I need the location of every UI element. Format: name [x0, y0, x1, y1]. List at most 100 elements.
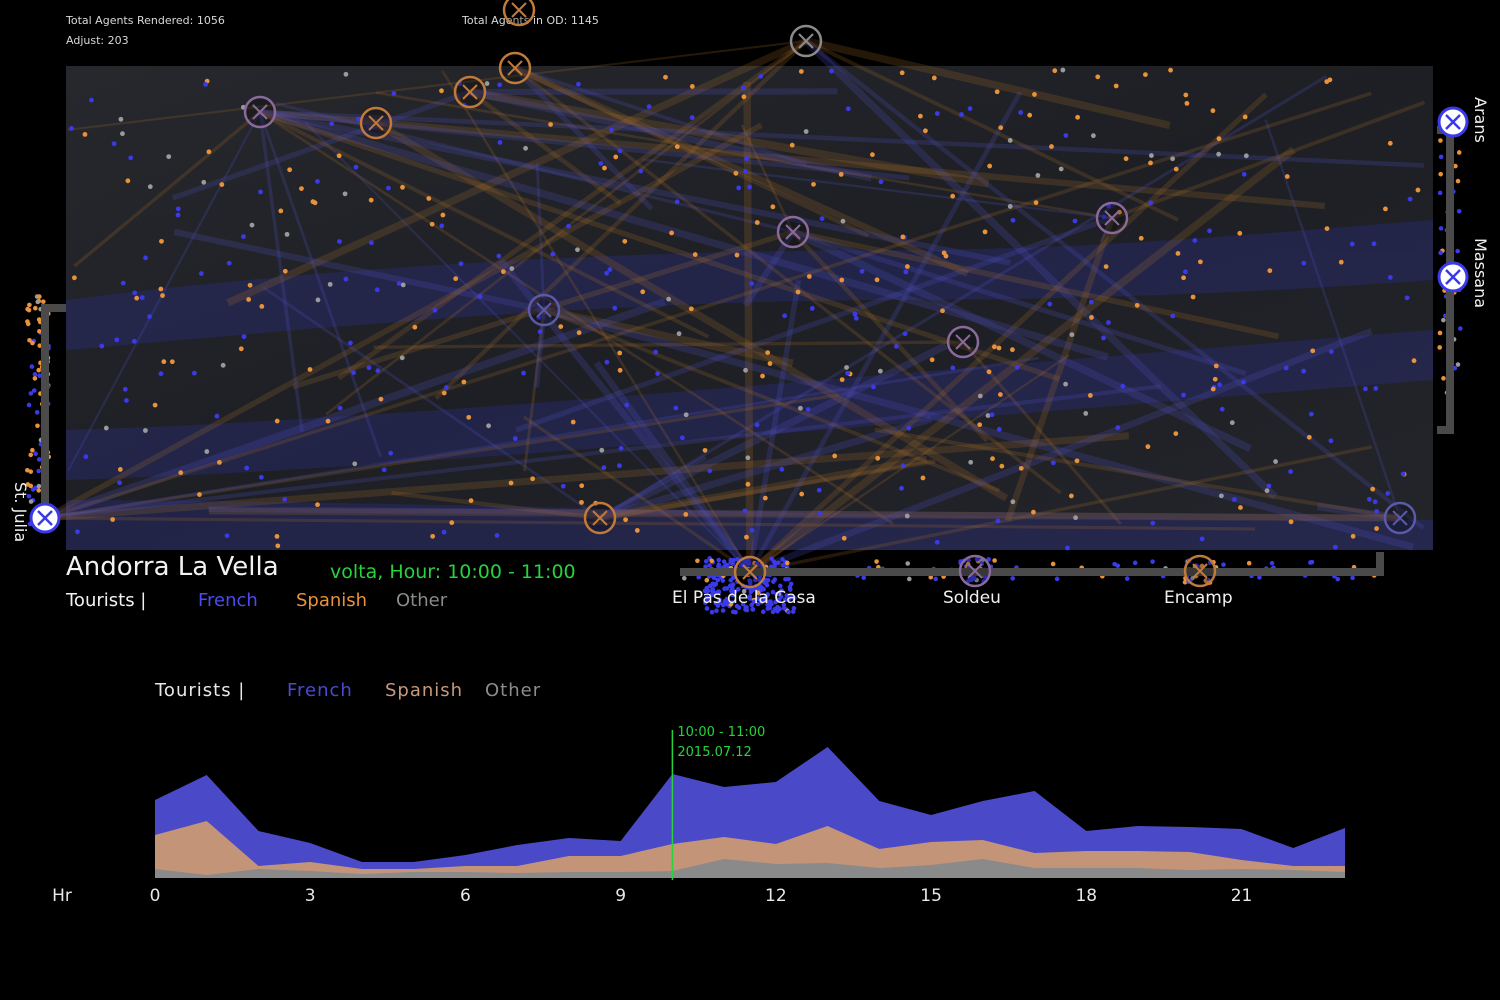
agent-dot: [709, 592, 715, 598]
agent-dot: [1074, 458, 1080, 464]
od-node[interactable]: [359, 106, 393, 140]
agent-dot: [714, 608, 719, 614]
agent-dot: [1328, 349, 1334, 355]
flow-line: [325, 39, 807, 416]
agent-dot: [579, 499, 584, 505]
agent-dot: [439, 88, 444, 94]
agent-dot: [795, 289, 801, 295]
chart-legend-french[interactable]: French: [287, 680, 353, 701]
flow-trails: [43, 37, 1426, 576]
flow-line: [337, 38, 808, 381]
od-node[interactable]: [1383, 501, 1417, 535]
flow-line: [1100, 217, 1113, 242]
agent-dot: [1170, 313, 1176, 319]
chart-legend-spanish[interactable]: Spanish: [385, 680, 464, 701]
agent-dot: [874, 559, 879, 564]
agent-dot: [618, 445, 624, 451]
od-node[interactable]: [1095, 201, 1129, 235]
agent-dot: [287, 167, 293, 173]
od-node[interactable]: [946, 325, 980, 359]
map-canvas[interactable]: [0, 0, 1500, 640]
od-node[interactable]: [453, 75, 487, 109]
agent-dot: [453, 276, 459, 282]
agent-dot: [707, 583, 713, 589]
terminal-node[interactable]: [29, 502, 61, 534]
agent-dot: [741, 588, 747, 594]
agent-dot: [197, 492, 202, 497]
od-node[interactable]: [958, 554, 992, 588]
agent-dot: [829, 68, 834, 74]
agent-dot: [368, 197, 374, 203]
agent-dot: [1095, 74, 1101, 80]
agent-dot: [325, 418, 331, 424]
agent-dot: [132, 290, 138, 296]
agent-dot: [368, 240, 374, 246]
agent-dot: [653, 349, 658, 355]
agent-dot: [439, 223, 445, 229]
agent-dot: [523, 145, 528, 151]
agent-dot: [1123, 156, 1129, 162]
od-node[interactable]: [498, 51, 532, 85]
agent-dot: [669, 230, 674, 236]
agent-dot: [798, 69, 804, 74]
legend-other[interactable]: Other: [396, 590, 448, 611]
agent-dot: [1007, 204, 1013, 209]
agent-dot: [683, 412, 689, 418]
agent-dot: [1387, 274, 1393, 280]
od-node[interactable]: [527, 293, 561, 327]
agent-dot: [1065, 545, 1070, 551]
flow-line: [73, 110, 262, 268]
agent-dot: [1241, 171, 1247, 177]
agent-dot: [996, 345, 1002, 351]
agent-dot: [770, 204, 776, 210]
agent-dot: [906, 425, 912, 431]
agent-dot: [36, 367, 41, 373]
flow-line: [258, 111, 304, 432]
agent-dot: [282, 497, 288, 502]
agent-dot: [1306, 434, 1312, 440]
agent-dot: [27, 337, 32, 343]
agent-dot: [839, 277, 845, 283]
agent-dot: [175, 212, 181, 218]
chart-legend-other[interactable]: Other: [485, 680, 542, 701]
agent-dot: [923, 128, 928, 134]
agent-dot: [178, 470, 184, 476]
terminal-node[interactable]: [1437, 261, 1469, 293]
agent-dot: [599, 447, 605, 453]
od-node[interactable]: [1183, 554, 1217, 588]
agent-dot: [991, 344, 997, 350]
agent-dot: [1124, 576, 1130, 581]
map-background: [66, 66, 1433, 550]
agent-dot: [426, 196, 432, 201]
agent-dot: [781, 602, 787, 608]
od-node[interactable]: [733, 555, 767, 589]
od-node[interactable]: [583, 501, 617, 535]
agent-dot: [147, 314, 152, 320]
od-node[interactable]: [776, 215, 810, 249]
od-node[interactable]: [789, 24, 823, 58]
agent-dot: [819, 216, 825, 222]
od-node[interactable]: [502, 0, 536, 27]
agent-dot: [875, 455, 881, 461]
flow-line: [598, 342, 948, 522]
legend-french[interactable]: French: [198, 590, 258, 611]
legend-spanish[interactable]: Spanish: [296, 590, 368, 611]
flow-line: [748, 328, 1373, 576]
agent-dot: [1173, 431, 1179, 437]
agent-dot: [744, 156, 750, 161]
agent-dot: [1438, 138, 1443, 143]
agent-dot: [1072, 218, 1078, 224]
agent-dot: [1050, 460, 1056, 466]
agent-dot: [743, 169, 748, 174]
agent-dot: [806, 274, 812, 279]
agent-dot: [612, 305, 618, 311]
agent-dot: [1218, 493, 1224, 499]
x-tick-label: 18: [1075, 886, 1098, 906]
agent-dot: [161, 359, 167, 365]
od-node[interactable]: [243, 95, 277, 129]
agent-dot: [1455, 248, 1460, 254]
terminal-node[interactable]: [1437, 106, 1469, 138]
agent-dot: [999, 463, 1005, 469]
flow-line: [803, 38, 1278, 500]
